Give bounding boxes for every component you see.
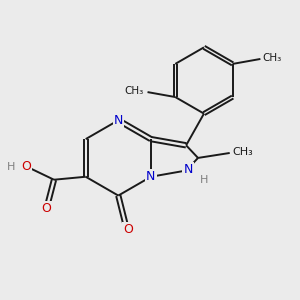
Text: H: H: [200, 176, 208, 185]
Text: H: H: [7, 162, 16, 172]
Text: O: O: [123, 223, 133, 236]
Text: O: O: [21, 160, 31, 173]
Text: CH₃: CH₃: [262, 53, 282, 63]
Text: N: N: [114, 114, 123, 127]
Text: O: O: [41, 202, 51, 215]
Text: N: N: [183, 163, 193, 176]
Text: CH₃: CH₃: [124, 86, 144, 96]
Text: N: N: [146, 170, 156, 183]
Text: CH₃: CH₃: [233, 147, 254, 157]
